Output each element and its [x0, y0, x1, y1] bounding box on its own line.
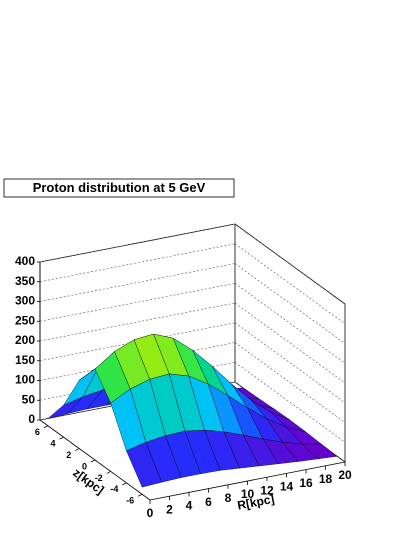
grid-line [234, 223, 346, 305]
x-tick-label: 16 [299, 476, 313, 490]
grid-line [39, 263, 236, 302]
y-tick-label: -2 [95, 473, 103, 483]
y-tick-label: 6 [35, 427, 40, 437]
grid-line [234, 243, 346, 324]
surface-cell [126, 441, 162, 488]
x-tick-label: 4 [186, 499, 193, 513]
y-tick [59, 436, 64, 440]
y-tick [75, 448, 80, 451]
z-tick-label: 100 [15, 373, 35, 387]
title-box [3, 178, 235, 198]
y-tick-label: -6 [126, 496, 134, 506]
grid-line [39, 282, 236, 322]
grid-line [39, 322, 236, 362]
x-tick-label: 14 [280, 480, 294, 494]
grid-line [234, 322, 346, 403]
x-tick-label: 20 [338, 468, 352, 482]
z-tick-label: 350 [15, 274, 35, 288]
x-tick-label: 8 [225, 491, 232, 505]
x-axis-label: R[kpc] [236, 492, 275, 513]
y-tick-label: -4 [110, 484, 118, 494]
z-tick-label: 50 [22, 392, 36, 406]
y-tick-label: 2 [66, 450, 71, 460]
x-tick-label: 0 [147, 506, 154, 520]
x-tick-label: 10 [241, 487, 255, 501]
z-tick-label: 300 [15, 294, 35, 308]
grid-line [234, 263, 346, 344]
y-tick [90, 459, 96, 463]
x-tick-label: 6 [205, 495, 212, 509]
chart-title: Proton distribution at 5 GeV [33, 180, 206, 195]
z-tick-label: 0 [28, 412, 35, 426]
x-tick-label: 2 [166, 502, 173, 516]
y-tick-label: 0 [82, 461, 87, 471]
grid-line [39, 302, 236, 342]
y-tick-label: 4 [51, 439, 56, 449]
x-tick-label: 12 [260, 483, 274, 497]
z-tick-label: 250 [15, 313, 35, 327]
y-tick [137, 493, 143, 497]
grid-line [234, 302, 346, 384]
grid-line [234, 283, 346, 364]
grid-line [39, 342, 236, 381]
z-tick-label: 150 [15, 353, 35, 367]
y-tick [106, 471, 111, 474]
grid-line [234, 342, 346, 423]
z-tick-label: 400 [15, 254, 35, 268]
y-tick [122, 482, 127, 486]
grid-line [234, 362, 346, 443]
z-tick-label: 200 [15, 333, 35, 347]
x-tick-label: 18 [319, 472, 333, 486]
y-tick [43, 425, 49, 429]
grid-line [39, 243, 236, 283]
grid-line [39, 223, 236, 263]
